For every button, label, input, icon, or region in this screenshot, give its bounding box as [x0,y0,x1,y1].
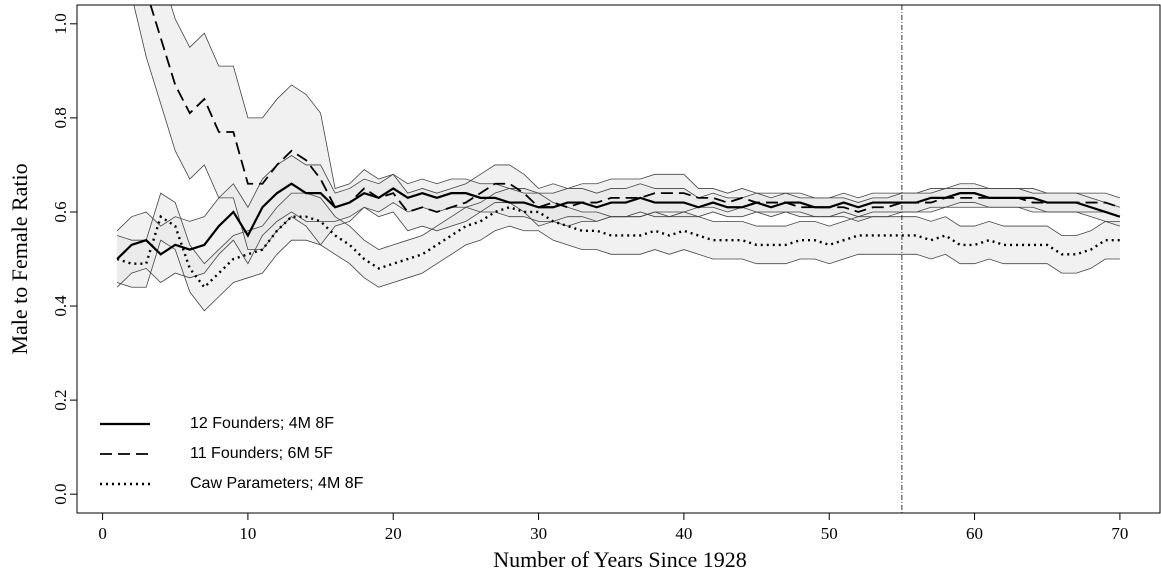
plot-area [116,5,1121,312]
x-tick-label: 60 [966,524,983,543]
y-axis-title: Male to Female Ratio [7,163,32,354]
y-tick-label: 0.2 [51,389,70,410]
band [133,5,1120,250]
legend-label: Caw Parameters; 4M 8F [190,475,364,492]
y-tick-label: 0.0 [51,484,70,505]
y-tick-label: 1.0 [51,13,70,34]
y-tick-label: 0.6 [51,201,70,222]
x-tick-label: 40 [675,524,692,543]
x-tick-label: 70 [1111,524,1128,543]
y-tick-label: 0.8 [51,107,70,128]
x-tick-label: 0 [98,524,107,543]
x-tick-label: 50 [821,524,838,543]
legend-label: 11 Founders; 6M 5F [190,445,333,462]
x-axis-title: Number of Years Since 1928 [493,547,747,572]
band [117,188,1120,311]
y-tick-label: 0.4 [51,295,70,317]
band-edge [170,5,1121,203]
plot-frame [76,4,1161,514]
x-tick-label: 30 [530,524,547,543]
band-edge [116,188,1120,265]
x-tick-label: 10 [239,524,256,543]
legend-label: 12 Founders; 4M 8F [190,415,334,432]
series-line [149,5,1121,214]
band-edge [116,155,1121,232]
band-edge [116,225,1120,312]
x-tick-label: 20 [385,524,402,543]
series-line [116,182,1121,260]
